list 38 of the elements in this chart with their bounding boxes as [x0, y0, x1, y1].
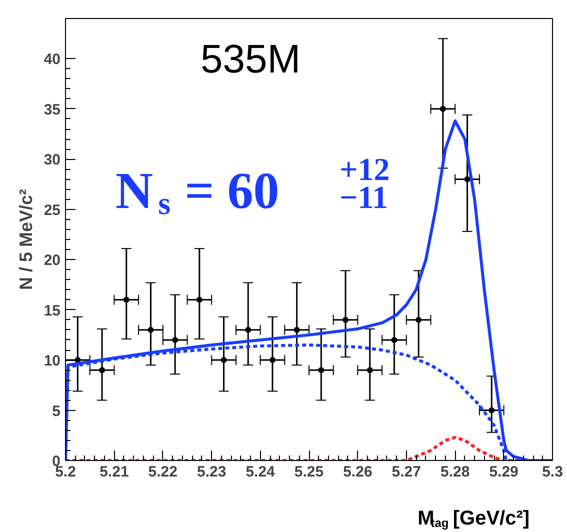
x-tick-label: 5.28 [440, 464, 470, 480]
x-tick-label: 5.22 [148, 464, 178, 480]
y-axis-title: N / 5 MeV/c² [16, 188, 36, 290]
point [488, 407, 495, 414]
y-tick-label: 10 [44, 352, 61, 370]
y-tick-label: 30 [44, 152, 61, 169]
x-tick-label: 5.24 [246, 464, 276, 480]
point [99, 367, 106, 374]
x-tick-label: 5.21 [100, 464, 129, 480]
annotation: 535M [200, 38, 301, 82]
point [391, 336, 398, 343]
x-tick-label: 5.29 [489, 464, 518, 480]
point [148, 326, 154, 333]
point [416, 316, 422, 323]
point [464, 176, 470, 182]
x-tick-label: 5.26 [343, 464, 372, 480]
point [440, 106, 446, 112]
x-tick-label: 5.25 [294, 464, 324, 480]
x-tick-label: 5.23 [197, 464, 226, 480]
y-tick-label: 20 [44, 252, 61, 270]
y-tick-label: 15 [44, 302, 61, 320]
y-tick-label: 35 [44, 101, 61, 118]
point [172, 336, 178, 343]
point [366, 367, 373, 374]
y-tick-label: 25 [44, 202, 61, 219]
x-tick-label: 5.3 [542, 464, 563, 480]
y-tick-label: 40 [44, 51, 61, 68]
point [123, 296, 130, 303]
point [269, 357, 276, 364]
point [294, 326, 300, 333]
point [342, 316, 349, 323]
x-tick-label: 5.27 [392, 464, 422, 480]
y-tick-label: 5 [52, 402, 60, 420]
point [220, 357, 227, 364]
point [245, 326, 252, 333]
point [318, 367, 324, 374]
point [196, 296, 202, 303]
annotation: Ns= 60+12−11 [116, 151, 390, 221]
